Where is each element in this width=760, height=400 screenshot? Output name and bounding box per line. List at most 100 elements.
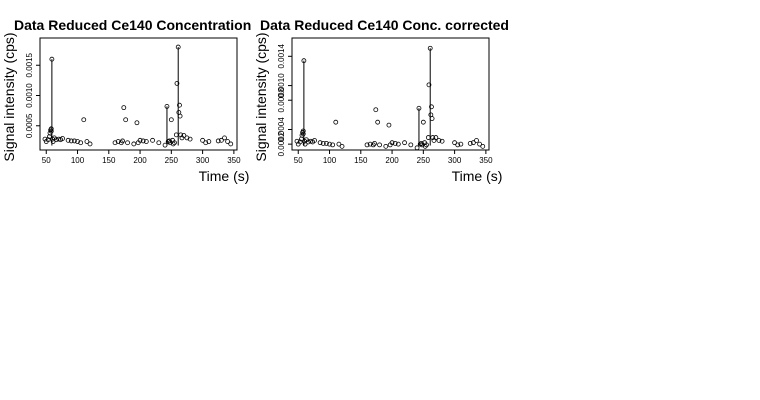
chart-1-point	[131, 141, 137, 147]
chart-1-point	[115, 139, 121, 144]
chart-2-point	[330, 142, 336, 148]
chart-1-x-tick-label: 300	[196, 156, 210, 165]
chart-2-point	[294, 138, 300, 144]
chart-2-point	[422, 143, 428, 149]
chart-2-x-tick-label: 250	[417, 156, 431, 165]
chart-2-point	[430, 135, 436, 140]
chart-1-point	[187, 136, 193, 142]
chart-2-point	[377, 142, 382, 148]
chart-1-point	[48, 128, 54, 134]
chart-1-point	[125, 140, 130, 146]
chart-2-point	[429, 116, 435, 121]
chart-1-x-axis: 50 100 150 200 250 300 350	[42, 150, 241, 165]
chart-2-x-tick-label: 100	[323, 156, 337, 165]
chart-2-ylabel: Signal intensity (cps)	[253, 32, 269, 161]
chart-2-point	[327, 141, 332, 147]
chart-2-point	[297, 139, 303, 145]
chart-2-point	[392, 141, 398, 146]
chart-2-point	[299, 132, 305, 138]
chart-1-point	[42, 136, 48, 142]
chart-2-point	[386, 122, 392, 128]
chart-2-point	[383, 143, 389, 149]
chart-1-point	[177, 113, 183, 119]
chart-1-point	[203, 140, 209, 146]
chart-2-point	[455, 142, 461, 148]
chart-2-points	[294, 45, 486, 151]
chart-1-x-tick-label: 100	[71, 156, 85, 165]
chart-2: Data Reduced Ce140 Conc. corrected Signa…	[253, 17, 509, 184]
chart-1-point	[184, 135, 190, 141]
chart-2-point	[436, 138, 442, 143]
chart-1-point	[150, 137, 155, 143]
chart-2-point	[439, 138, 445, 144]
chart-1-point	[45, 137, 51, 143]
chart-2-point	[426, 82, 432, 88]
chart-2-point	[317, 140, 323, 146]
chart-1-x-tick-label: 350	[227, 156, 241, 165]
chart-1-spike-lines	[51, 47, 179, 146]
chart-1-point	[87, 141, 93, 147]
chart-2-point	[470, 140, 476, 146]
chart-2-point	[300, 128, 306, 134]
chart-1-point	[181, 133, 187, 138]
chart-2-y-tick-label: 0.0008	[277, 87, 286, 112]
chart-2-point	[416, 105, 422, 111]
chart-1-point	[168, 117, 174, 123]
chart-1: Data Reduced Ce140 Concentration Signal …	[1, 17, 251, 184]
chart-1-point	[65, 137, 71, 143]
chart-2-point	[375, 119, 381, 125]
chart-2-point	[427, 45, 433, 51]
chart-2-point	[301, 58, 307, 64]
chart-1-x-tick-label: 250	[165, 156, 179, 165]
chart-1-point	[81, 117, 87, 123]
chart-1-point	[123, 117, 129, 123]
chart-2-point	[336, 141, 342, 147]
chart-2-point	[433, 135, 439, 140]
chart-1-x-tick-label: 50	[42, 156, 51, 165]
chart-2-point	[408, 142, 414, 148]
chart-2-xlabel: Time (s)	[452, 168, 503, 184]
chart-1-point	[222, 135, 227, 141]
chart-1-point	[156, 140, 162, 146]
chart-2-point	[367, 141, 373, 147]
chart-1-y-tick-label: 0.0015	[25, 52, 34, 77]
chart-2-point	[312, 138, 317, 143]
chart-2-point	[373, 107, 379, 113]
chart-1-point	[175, 44, 181, 50]
chart-1-point	[178, 132, 184, 138]
chart-1-point	[137, 137, 143, 143]
chart-2-point	[458, 141, 464, 147]
chart-1-xlabel: Time (s)	[199, 168, 250, 184]
chart-1-point	[170, 141, 176, 147]
chart-1-point	[112, 140, 118, 146]
chart-1-point	[228, 141, 234, 147]
chart-2-y-tick-label: 0.0010	[277, 73, 286, 98]
chart-1-point	[68, 138, 74, 144]
chart-1-y-axis: 0.0005 0.0010 0.0015	[25, 52, 40, 138]
chart-1-point	[78, 140, 84, 146]
chart-2-point	[323, 141, 329, 146]
chart-2-x-tick-label: 300	[448, 156, 462, 165]
chart-2-point	[372, 141, 377, 146]
chart-2-spike-lines	[303, 48, 431, 146]
chart-1-point	[71, 138, 77, 144]
chart-2-point	[300, 131, 306, 137]
chart-1-point	[84, 139, 90, 144]
chart-1-title: Data Reduced Ce140 Concentration	[14, 17, 251, 33]
chart-2-x-tick-label: 200	[385, 156, 399, 165]
chart-1-x-tick-label: 200	[133, 156, 147, 165]
chart-1-point	[164, 104, 170, 109]
chart-1-y-tick-label: 0.0010	[25, 83, 34, 108]
chart-2-point	[370, 142, 376, 148]
chart-1-point	[134, 120, 140, 126]
chart-2-point	[402, 140, 407, 146]
chart-1-point	[60, 136, 65, 141]
chart-2-point	[333, 119, 339, 125]
chart-2-x-tick-label: 150	[354, 156, 368, 165]
chart-1-ylabel: Signal intensity (cps)	[1, 32, 17, 161]
chart-2-point	[320, 141, 326, 146]
chart-1-point	[174, 81, 180, 86]
chart-1-plot-frame	[39, 37, 238, 151]
